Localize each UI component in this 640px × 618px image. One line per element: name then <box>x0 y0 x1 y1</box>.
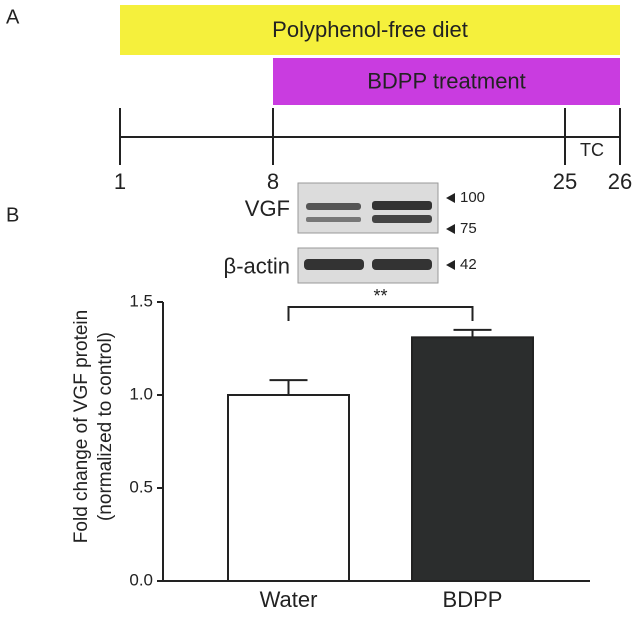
x-tick-label: BDPP <box>443 587 503 612</box>
marker-label: 75 <box>460 220 477 237</box>
significance-bracket <box>287 306 474 321</box>
y-tick-label: 0.0 <box>129 570 153 589</box>
bar <box>227 394 350 582</box>
timeline-bar <box>120 5 620 55</box>
x-tick-label: Water <box>260 587 318 612</box>
blot-band <box>372 215 432 223</box>
timeline-tick-label: 8 <box>267 169 279 194</box>
y-tick-label: 0.5 <box>129 477 153 496</box>
marker-arrow <box>446 224 455 234</box>
panel-label: A <box>6 6 20 28</box>
blot-label: VGF <box>245 196 290 221</box>
timeline-bar-label: BDPP treatment <box>367 68 526 93</box>
y-axis-label: (normalized to control) <box>95 332 116 521</box>
timeline-tick-label: 25 <box>553 169 577 194</box>
bar <box>411 336 534 582</box>
marker-label: 100 <box>460 189 485 206</box>
blot-label: β-actin <box>224 253 290 278</box>
blot-band <box>304 259 364 270</box>
timeline-tick-label: 26 <box>608 169 632 194</box>
marker-label: 42 <box>460 256 477 273</box>
marker-arrow <box>446 260 455 270</box>
blot-band <box>306 217 361 222</box>
blot-band <box>372 259 432 270</box>
y-axis-label: Fold change of VGF protein <box>71 310 92 543</box>
y-tick-label: 1.5 <box>129 291 153 310</box>
panel-label: B <box>6 204 19 226</box>
y-tick-label: 1.0 <box>129 384 153 403</box>
blot-band <box>372 201 432 210</box>
marker-arrow <box>446 193 455 203</box>
blot-band <box>306 203 361 210</box>
interval-label: TC <box>580 140 604 160</box>
timeline-tick-label: 1 <box>114 169 126 194</box>
timeline-bar <box>273 58 620 105</box>
timeline-bar-label: Polyphenol-free diet <box>272 17 468 42</box>
significance-label: ** <box>373 286 387 306</box>
